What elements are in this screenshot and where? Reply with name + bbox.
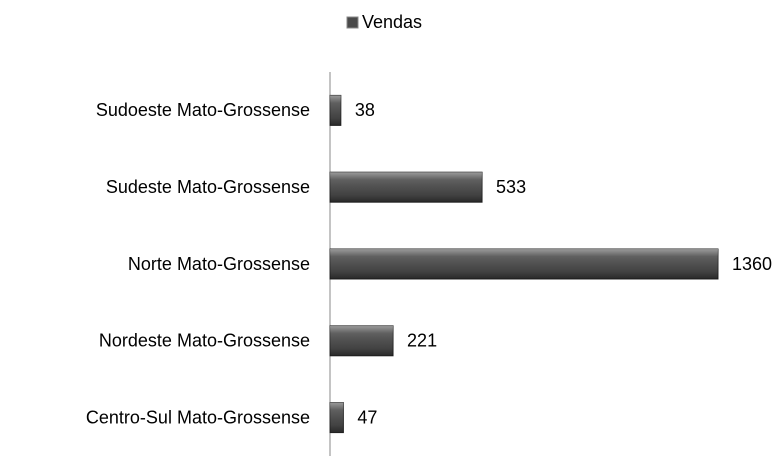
bar-shine [330,95,341,126]
data-label: 533 [496,177,526,197]
bar-shine [330,325,394,356]
data-label: 1360 [732,254,772,274]
legend-label: Vendas [362,12,422,32]
y-tick-label: Centro-Sul Mato-Grossense [86,407,310,427]
y-tick-label: Nordeste Mato-Grossense [99,331,310,351]
legend-swatch [346,16,359,29]
data-label: 47 [357,407,377,427]
data-label: 38 [355,100,375,120]
bar-shine [330,249,718,279]
y-tick-label: Norte Mato-Grossense [128,254,310,274]
y-tick-label: Sudoeste Mato-Grossense [96,100,310,120]
bar-shine [330,402,344,433]
legend: Vendas [346,12,422,32]
data-label: 221 [407,331,437,351]
y-tick-label: Sudeste Mato-Grossense [106,177,310,197]
bar-shine [330,172,483,203]
